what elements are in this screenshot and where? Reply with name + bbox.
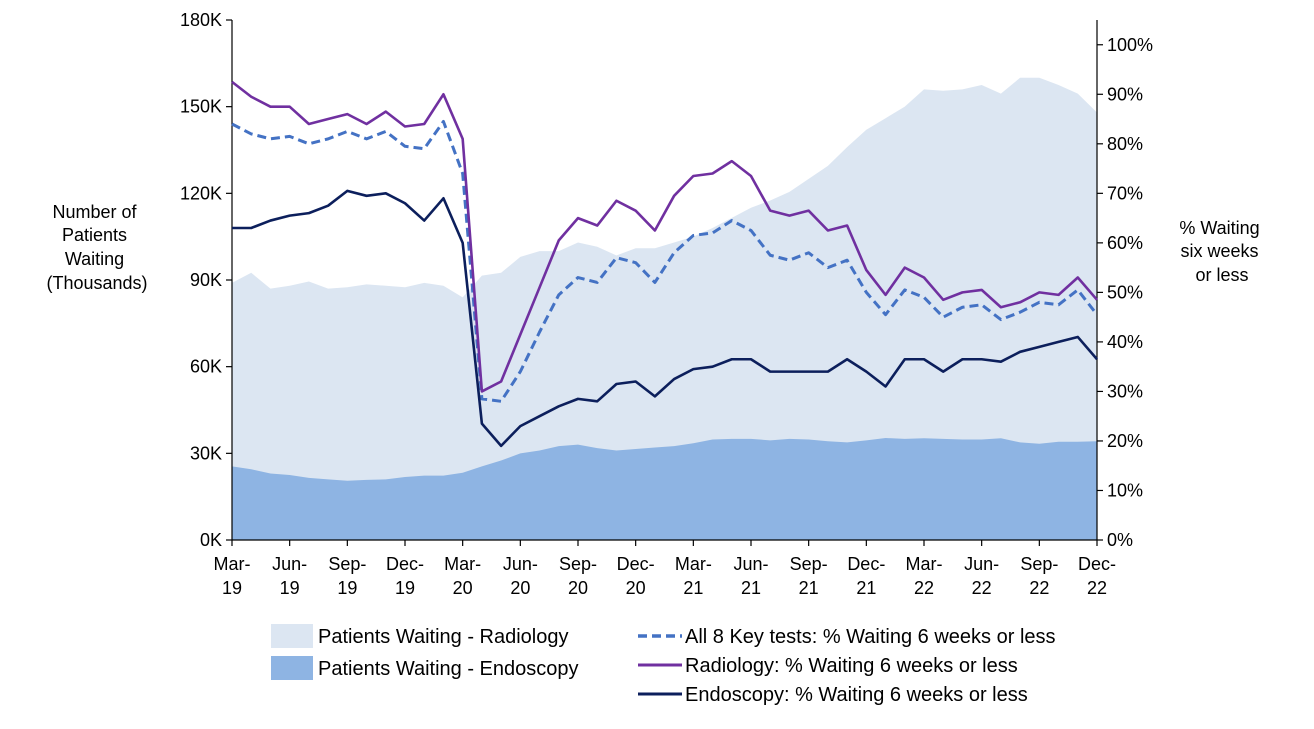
x-tick-label: Mar-19	[214, 554, 251, 598]
x-tick-label: Sep-22	[1020, 554, 1058, 598]
x-tick-label: Jun-19	[272, 554, 307, 598]
right-tick-label: 10%	[1107, 480, 1143, 500]
x-tick-label: Mar-21	[675, 554, 712, 598]
legend-item-radiology-percent: Radiology: % Waiting 6 weeks or less	[638, 655, 1018, 677]
legend-item-endoscopy-percent: Endoscopy: % Waiting 6 weeks or less	[638, 684, 1028, 706]
x-tick-label: Mar-22	[906, 554, 943, 598]
left-axis-title: Number of Patients Waiting (Thousands)	[46, 202, 147, 293]
left-tick-label: 120K	[180, 183, 222, 203]
right-tick-label: 60%	[1107, 233, 1143, 253]
area-series-layer	[232, 77, 1097, 540]
x-tick-label: Dec-19	[386, 554, 424, 598]
left-y-ticks: 0K 30K 60K 90K 120K 150K 180K	[180, 10, 232, 550]
left-tick-label: 90K	[190, 270, 222, 290]
line-all-8-key-tests-waiting-6-weeks-or-less	[231, 120, 1099, 403]
left-tick-label: 0K	[200, 530, 222, 550]
legend-swatch-radiology-area	[271, 624, 313, 648]
right-tick-label: 20%	[1107, 431, 1143, 451]
legend-label: Patients Waiting - Radiology	[318, 626, 569, 648]
legend-item-radiology-waiting: Patients Waiting - Radiology	[271, 624, 569, 648]
x-tick-label: Jun-20	[503, 554, 538, 598]
x-tick-label: Mar-20	[444, 554, 481, 598]
left-tick-label: 60K	[190, 357, 222, 377]
x-tick-label: Dec-22	[1078, 554, 1116, 598]
x-tick-label: Dec-21	[847, 554, 885, 598]
legend-label: Radiology: % Waiting 6 weeks or less	[685, 655, 1018, 677]
x-tick-label: Sep-19	[328, 554, 366, 598]
right-tick-label: 30%	[1107, 381, 1143, 401]
legend-item-all-tests: All 8 Key tests: % Waiting 6 weeks or le…	[638, 626, 1056, 648]
right-tick-label: 0%	[1107, 530, 1133, 550]
right-y-ticks: 0% 10% 20% 30% 40% 50% 60% 70% 80% 90% 100%	[1097, 35, 1153, 550]
x-tick-label: Jun-21	[733, 554, 768, 598]
area-patients-waiting-radiology	[232, 77, 1097, 540]
right-axis-title: % Waiting six weeks or less	[1179, 218, 1264, 285]
x-tick-label: Jun-22	[964, 554, 999, 598]
right-tick-label: 40%	[1107, 332, 1143, 352]
right-tick-label: 80%	[1107, 134, 1143, 154]
left-tick-label: 150K	[180, 97, 222, 117]
legend-label: Patients Waiting - Endoscopy	[318, 658, 579, 680]
right-tick-label: 90%	[1107, 84, 1143, 104]
line-series-layer	[231, 80, 1099, 448]
area-patients-waiting-endoscopy	[232, 438, 1097, 540]
x-ticks: Mar-19 Jun-19 Sep-19 Dec-19 Mar-20 Jun-20 Sep-…	[214, 540, 1116, 598]
legend-item-endoscopy-waiting: Patients Waiting - Endoscopy	[271, 656, 579, 680]
left-tick-label: 30K	[190, 443, 222, 463]
right-tick-label: 50%	[1107, 282, 1143, 302]
x-tick-label: Sep-21	[790, 554, 828, 598]
right-tick-label: 70%	[1107, 183, 1143, 203]
legend-label: Endoscopy: % Waiting 6 weeks or less	[685, 684, 1028, 706]
x-tick-label: Dec-20	[617, 554, 655, 598]
right-tick-label: 100%	[1107, 35, 1153, 55]
legend-label: All 8 Key tests: % Waiting 6 weeks or le…	[685, 626, 1056, 648]
line-endoscopy-waiting-6-weeks-or-less	[232, 189, 1098, 448]
left-tick-label: 180K	[180, 10, 222, 30]
line-radiology-waiting-6-weeks-or-less	[231, 80, 1098, 393]
legend: Patients Waiting - Radiology Patients Wa…	[271, 624, 1056, 706]
legend-swatch-endoscopy-area	[271, 656, 313, 680]
x-tick-label: Sep-20	[559, 554, 597, 598]
